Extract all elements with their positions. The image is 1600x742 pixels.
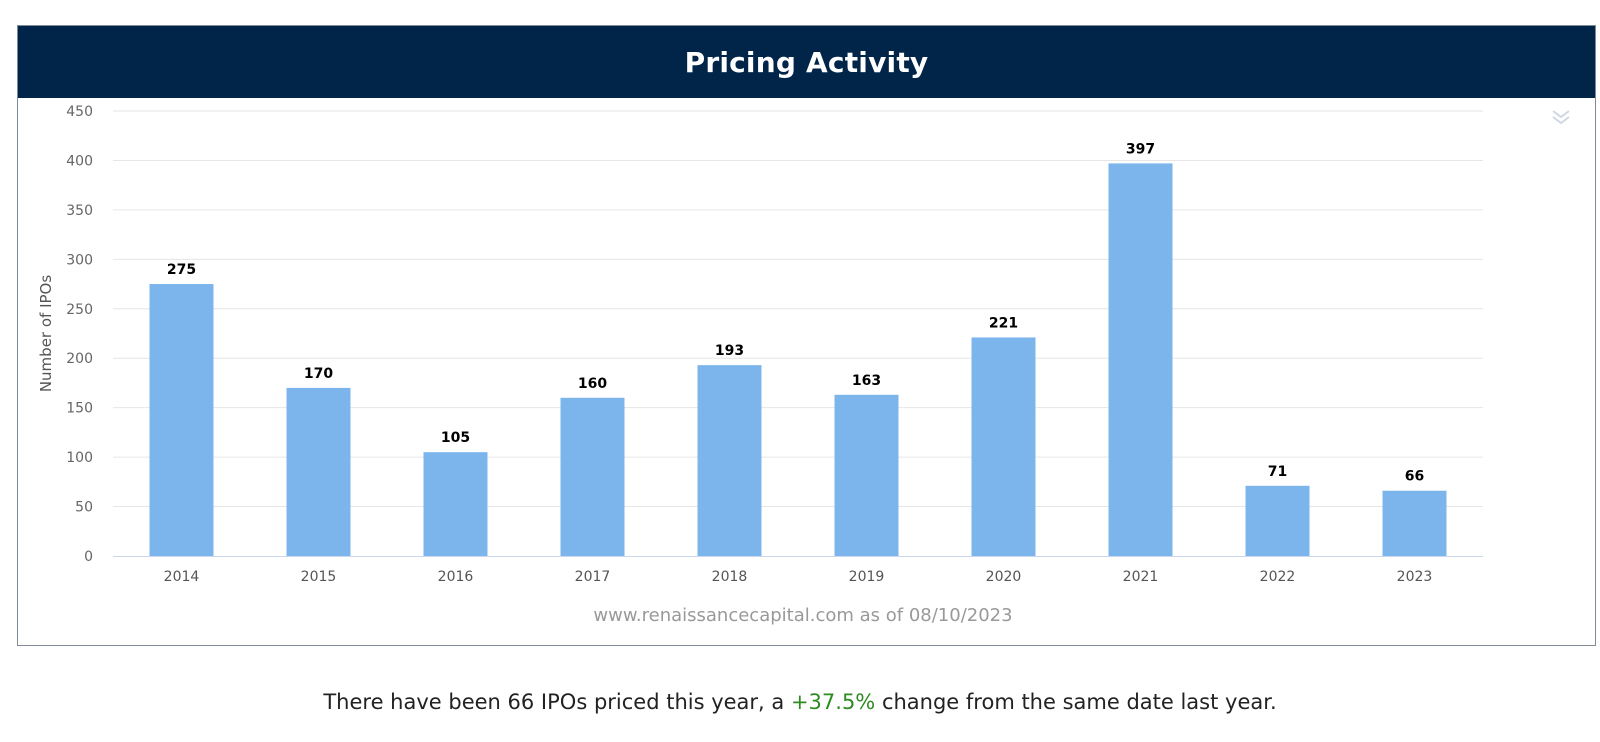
panel-header: Pricing Activity xyxy=(18,26,1595,98)
x-tick-label-2016: 2016 xyxy=(438,569,474,585)
chart-title: Pricing Activity xyxy=(684,45,929,79)
y-tick-label: 300 xyxy=(66,252,93,268)
bar-2015[interactable] xyxy=(286,387,351,556)
bar-2016[interactable] xyxy=(423,452,488,556)
x-tick-label-2020: 2020 xyxy=(986,569,1022,585)
bar-2017[interactable] xyxy=(560,397,625,556)
x-tick-label-2015: 2015 xyxy=(301,569,337,585)
bar-2021[interactable] xyxy=(1108,163,1173,556)
data-label-2020: 221 xyxy=(989,315,1018,331)
y-tick-label: 250 xyxy=(66,302,93,318)
y-axis-ticks: 0 50 100 150 200 250 300 350 400 450 xyxy=(66,104,93,565)
bar-chart: 275 170 105 160 193 163 221 397 71 66 0 50 100 150 20… xyxy=(37,104,1483,626)
bars xyxy=(149,163,1447,556)
x-tick-label-2018: 2018 xyxy=(712,569,748,585)
ipo-summary: There have been 66 IPOs priced this year… xyxy=(0,690,1600,714)
data-label-2016: 105 xyxy=(441,430,470,446)
x-tick-label-2019: 2019 xyxy=(849,569,885,585)
bar-2020[interactable] xyxy=(971,337,1036,556)
summary-text-after: change from the same date last year. xyxy=(875,690,1277,714)
x-tick-label-2023: 2023 xyxy=(1397,569,1433,585)
summary-change-percent: +37.5% xyxy=(790,690,876,714)
data-label-2019: 163 xyxy=(852,373,881,389)
data-label-2022: 71 xyxy=(1268,464,1287,480)
y-tick-label: 200 xyxy=(66,351,93,367)
y-tick-label: 400 xyxy=(66,153,93,169)
y-tick-label: 50 xyxy=(75,500,93,516)
bar-2019[interactable] xyxy=(834,394,899,556)
chart-panel: Pricing Activity 275 170 105 160 193 163 221 39… xyxy=(17,25,1596,646)
x-tick-label-2014: 2014 xyxy=(164,569,200,585)
y-axis-title: Number of IPOs xyxy=(37,275,55,393)
bar-2018[interactable] xyxy=(697,365,762,556)
summary-text-before: There have been 66 IPOs priced this year… xyxy=(323,690,791,714)
x-tick-label-2017: 2017 xyxy=(575,569,611,585)
x-tick-label-2022: 2022 xyxy=(1260,569,1296,585)
double-chevron-down-icon[interactable] xyxy=(1549,106,1573,130)
x-axis-ticks: 2014 2015 2016 2017 2018 2019 2020 2021 2022 2023 xyxy=(164,569,1433,585)
bar-2022[interactable] xyxy=(1245,485,1310,556)
data-label-2021: 397 xyxy=(1126,141,1155,157)
x-tick-label-2021: 2021 xyxy=(1123,569,1159,585)
data-label-2015: 170 xyxy=(304,366,333,382)
data-labels: 275 170 105 160 193 163 221 397 71 66 xyxy=(167,141,1424,484)
y-tick-label: 150 xyxy=(66,401,93,417)
y-tick-label: 450 xyxy=(66,104,93,120)
chart-credit: www.renaissancecapital.com as of 08/10/2… xyxy=(593,605,1012,626)
data-label-2023: 66 xyxy=(1405,469,1424,485)
bar-2014[interactable] xyxy=(149,284,214,556)
data-label-2014: 275 xyxy=(167,262,196,278)
y-tick-label: 0 xyxy=(84,549,93,565)
data-label-2018: 193 xyxy=(715,343,744,359)
y-tick-label: 350 xyxy=(66,203,93,219)
data-label-2017: 160 xyxy=(578,376,607,392)
y-tick-label: 100 xyxy=(66,450,93,466)
bar-2023[interactable] xyxy=(1382,490,1447,556)
